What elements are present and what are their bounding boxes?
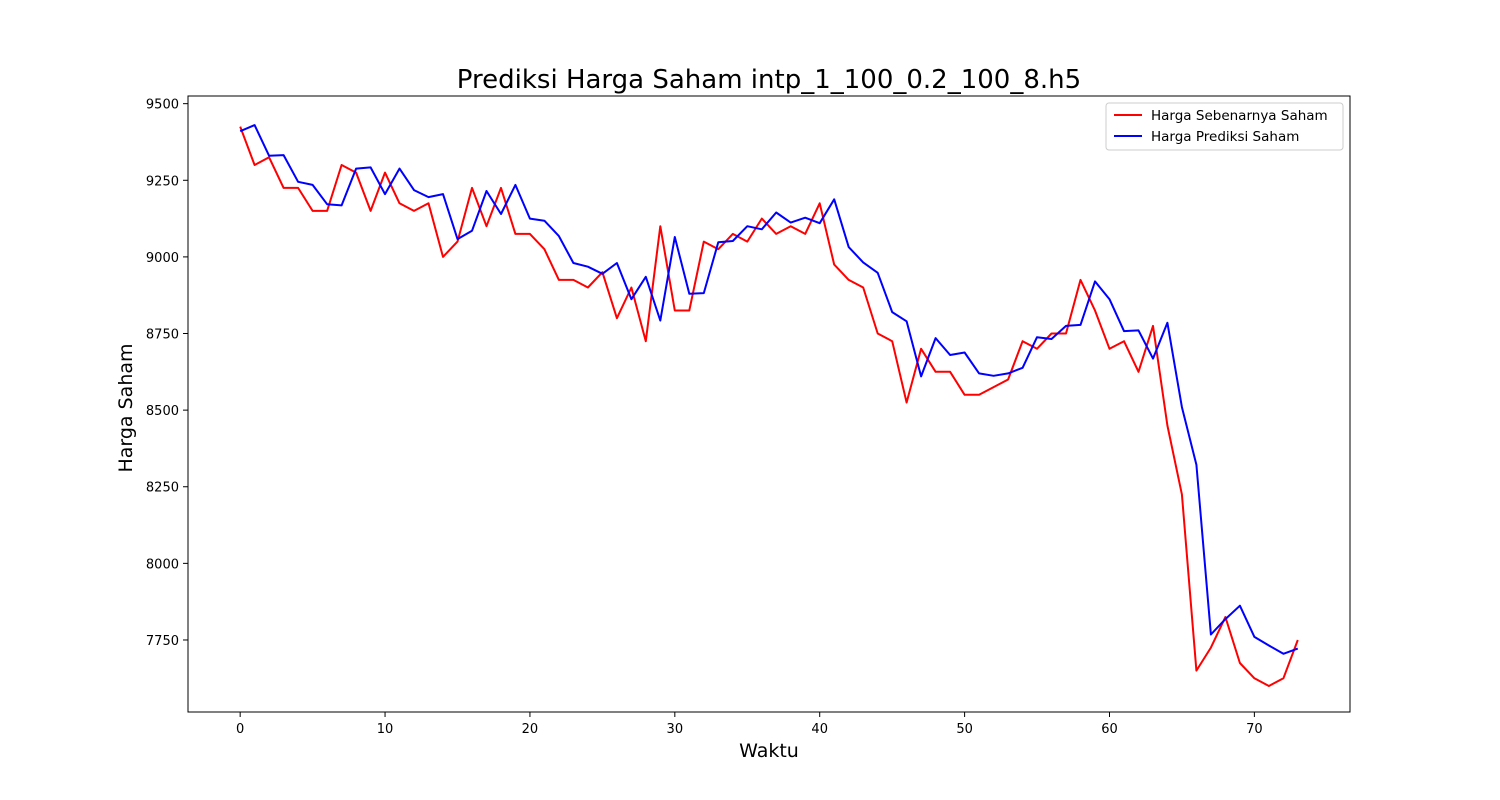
- plot-frame: [187, 95, 1351, 713]
- x-axis: 0 10 20 30 40 50 60 70: [236, 712, 1263, 737]
- y-axis: 7750 8000 8250 8500 8750 9000 9250 9500: [146, 98, 188, 649]
- x-tick-label: 60: [1101, 722, 1118, 737]
- y-axis-title: Harga Saham: [115, 343, 137, 472]
- x-tick-label: 30: [667, 722, 684, 737]
- legend-label-0: Harga Sebenarnya Saham: [1151, 108, 1328, 124]
- chart-title: Prediksi Harga Saham intp_1_100_0.2_100_…: [457, 65, 1081, 95]
- y-tick-label: 9500: [146, 98, 179, 113]
- y-tick-label: 8750: [146, 328, 179, 343]
- y-tick-label: 9250: [146, 174, 179, 189]
- x-tick-label: 50: [956, 722, 973, 737]
- series-line-0: [239, 126, 1299, 687]
- legend-box: [1105, 102, 1344, 151]
- legend: Harga Sebenarnya Saham Harga Prediksi Sah…: [1105, 102, 1344, 151]
- y-tick-label: 7750: [146, 634, 179, 649]
- x-axis-title: Waktu: [739, 740, 799, 762]
- legend-label-1: Harga Prediksi Saham: [1151, 129, 1299, 145]
- y-tick-label: 8500: [146, 404, 179, 419]
- y-tick-label: 8000: [146, 557, 179, 572]
- y-tick-label: 9000: [146, 251, 179, 266]
- x-tick-label: 0: [236, 722, 244, 737]
- series-line-1: [239, 124, 1299, 655]
- x-tick-label: 70: [1246, 722, 1263, 737]
- x-tick-label: 20: [522, 722, 539, 737]
- y-tick-label: 8250: [146, 481, 179, 496]
- x-tick-label: 40: [811, 722, 828, 737]
- x-tick-label: 10: [377, 722, 394, 737]
